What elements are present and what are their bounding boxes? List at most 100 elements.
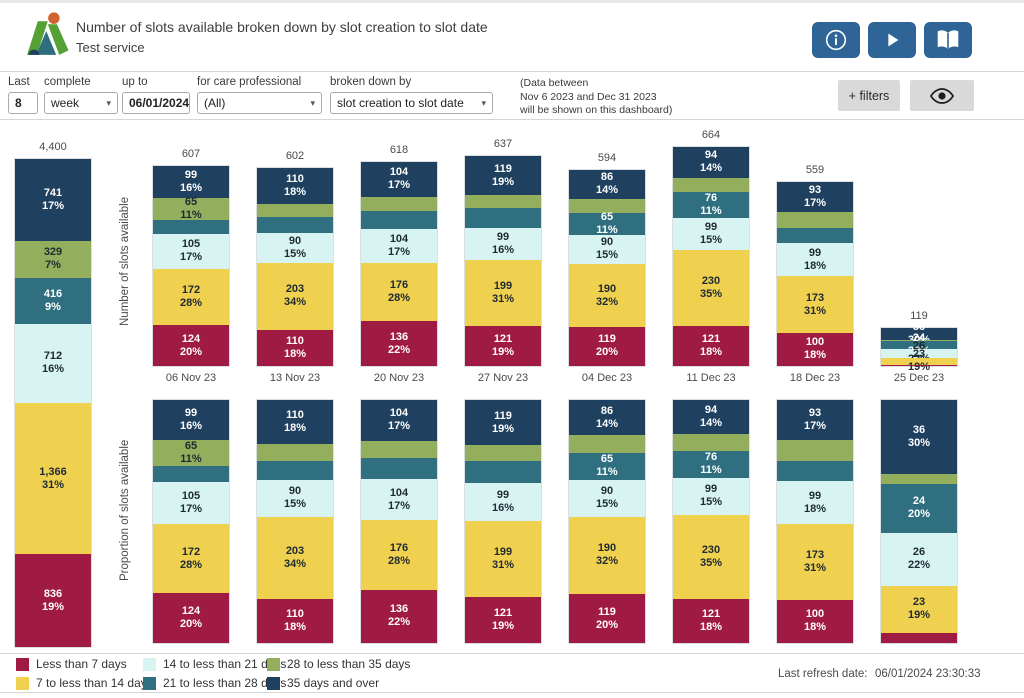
bar-segment-r[interactable]: 100 18% bbox=[777, 333, 853, 366]
bar-segment-t[interactable]: 65 11% bbox=[569, 211, 645, 236]
legend-item-r[interactable]: Less than 7 days bbox=[16, 657, 127, 671]
bar-segment-r[interactable]: 124 20% bbox=[153, 593, 229, 643]
bar-segment-g[interactable] bbox=[881, 340, 957, 342]
last-input[interactable]: 8 bbox=[8, 92, 38, 114]
bar-segment-c[interactable]: 90 15% bbox=[569, 234, 645, 265]
bar-segment-g[interactable] bbox=[361, 440, 437, 459]
bar-segment-g[interactable] bbox=[881, 473, 957, 484]
bar-segment-n[interactable]: 99 16% bbox=[153, 400, 229, 440]
bar-segment-g[interactable] bbox=[777, 212, 853, 228]
bar-segment-t[interactable] bbox=[153, 220, 229, 234]
bar-segment-y[interactable]: 173 31% bbox=[777, 524, 853, 600]
bar-segment-y[interactable]: 172 28% bbox=[153, 268, 229, 326]
bar-segment-g[interactable] bbox=[777, 440, 853, 461]
bar-segment-g[interactable] bbox=[673, 177, 749, 193]
bar-segment-c[interactable]: 104 17% bbox=[361, 479, 437, 521]
bar-segment-r[interactable] bbox=[881, 365, 957, 366]
bar-segment-y[interactable]: 203 34% bbox=[257, 516, 333, 599]
bar-segment-n[interactable]: 94 14% bbox=[673, 146, 749, 178]
bar-segment-r[interactable]: 121 19% bbox=[465, 596, 541, 643]
legend-item-y[interactable]: 7 to less than 14 days bbox=[16, 676, 153, 690]
bar-segment-r[interactable]: 110 18% bbox=[257, 329, 333, 366]
bar-segment-g[interactable] bbox=[257, 203, 333, 217]
bar-segment-n[interactable]: 86 14% bbox=[569, 170, 645, 199]
bar-segment-r[interactable]: 110 18% bbox=[257, 598, 333, 644]
bar-segment-g[interactable]: 65 11% bbox=[153, 196, 229, 221]
bar-segment-y[interactable]: 23 19% bbox=[881, 348, 957, 373]
bar-segment-r[interactable]: 136 22% bbox=[361, 321, 437, 366]
bar-segment-y[interactable]: 199 31% bbox=[465, 520, 541, 597]
bar-segment-c[interactable]: 99 16% bbox=[465, 227, 541, 261]
bar-segment-t[interactable] bbox=[465, 208, 541, 228]
add-filters-button[interactable]: + filters bbox=[838, 80, 900, 111]
bar-segment-y[interactable]: 172 28% bbox=[153, 524, 229, 594]
bar-segment-y[interactable]: 190 32% bbox=[569, 264, 645, 327]
bar-segment-n[interactable]: 119 19% bbox=[465, 155, 541, 196]
bar-segment-r[interactable]: 124 20% bbox=[153, 325, 229, 366]
upto-date-input[interactable]: 06/01/2024 bbox=[122, 92, 190, 114]
bar-segment-n[interactable]: 99 16% bbox=[153, 165, 229, 199]
bar-segment-c[interactable]: 99 18% bbox=[777, 243, 853, 277]
bar-segment-r[interactable]: 119 20% bbox=[569, 594, 645, 643]
bar-segment-n[interactable]: 104 17% bbox=[361, 162, 437, 197]
bar-segment-t[interactable] bbox=[777, 227, 853, 244]
bar-segment-g[interactable] bbox=[673, 434, 749, 451]
bar-segment-c[interactable]: 90 15% bbox=[569, 479, 645, 517]
bar-segment-y[interactable]: 176 28% bbox=[361, 263, 437, 322]
bar-segment-c[interactable]: 90 15% bbox=[257, 233, 333, 263]
bar-segment-y[interactable]: 190 32% bbox=[569, 516, 645, 595]
legend-item-t[interactable]: 21 to less than 28 days bbox=[143, 676, 286, 690]
bar-segment-t[interactable]: 416 9% bbox=[15, 277, 91, 324]
bar-segment-g[interactable]: 329 7% bbox=[15, 241, 91, 278]
bar-segment-y[interactable]: 230 35% bbox=[673, 250, 749, 327]
bar-segment-g[interactable]: 65 11% bbox=[153, 439, 229, 466]
legend-item-g[interactable]: 28 to less than 35 days bbox=[267, 657, 410, 671]
bar-segment-t[interactable] bbox=[153, 465, 229, 483]
bar-segment-n[interactable]: 86 14% bbox=[569, 400, 645, 436]
bar-segment-g[interactable] bbox=[465, 195, 541, 209]
bar-segment-t[interactable]: 76 11% bbox=[673, 192, 749, 218]
bar-segment-c[interactable]: 99 15% bbox=[673, 217, 749, 251]
legend-item-c[interactable]: 14 to less than 21 days bbox=[143, 657, 286, 671]
bar-segment-n[interactable]: 94 14% bbox=[673, 400, 749, 435]
info-button[interactable] bbox=[812, 22, 860, 58]
bar-segment-t[interactable]: 76 11% bbox=[673, 450, 749, 479]
bar-segment-t[interactable] bbox=[465, 460, 541, 484]
bar-segment-n[interactable]: 741 17% bbox=[15, 159, 91, 242]
guide-button[interactable] bbox=[924, 22, 972, 58]
bar-segment-r[interactable] bbox=[881, 632, 957, 643]
complete-select[interactable]: week ▾ bbox=[44, 92, 118, 114]
bar-segment-g[interactable] bbox=[465, 445, 541, 461]
care-professional-select[interactable]: (All) ▾ bbox=[197, 92, 322, 114]
bar-segment-n[interactable]: 93 17% bbox=[777, 181, 853, 213]
bar-segment-n[interactable]: 93 17% bbox=[777, 400, 853, 441]
legend-item-n[interactable]: 35 days and over bbox=[267, 676, 379, 690]
bar-segment-r[interactable]: 121 18% bbox=[673, 326, 749, 366]
bar-segment-r[interactable]: 121 19% bbox=[465, 326, 541, 366]
bar-segment-n[interactable]: 110 18% bbox=[257, 400, 333, 445]
bar-segment-c[interactable]: 99 18% bbox=[777, 481, 853, 525]
bar-segment-g[interactable] bbox=[361, 196, 437, 211]
bar-segment-t[interactable] bbox=[777, 460, 853, 482]
bar-segment-y[interactable]: 173 31% bbox=[777, 276, 853, 334]
bar-segment-c[interactable]: 90 15% bbox=[257, 480, 333, 517]
bar-segment-t[interactable] bbox=[361, 211, 437, 229]
bar-segment-t[interactable] bbox=[257, 460, 333, 481]
preview-eye-button[interactable] bbox=[910, 80, 974, 111]
bar-segment-c[interactable]: 99 15% bbox=[673, 478, 749, 515]
bar-segment-c[interactable]: 105 17% bbox=[153, 233, 229, 269]
bar-segment-r[interactable]: 100 18% bbox=[777, 599, 853, 643]
bar-segment-g[interactable] bbox=[569, 198, 645, 213]
bar-segment-y[interactable]: 23 19% bbox=[881, 585, 957, 633]
bar-segment-n[interactable]: 104 17% bbox=[361, 400, 437, 441]
bar-segment-t[interactable]: 65 11% bbox=[569, 453, 645, 480]
bar-segment-r[interactable]: 121 18% bbox=[673, 598, 749, 643]
bar-segment-c[interactable]: 99 16% bbox=[465, 483, 541, 521]
bar-segment-g[interactable] bbox=[257, 444, 333, 461]
bar-segment-c[interactable]: 105 17% bbox=[153, 482, 229, 525]
bar-segment-r[interactable]: 119 20% bbox=[569, 326, 645, 367]
bar-segment-r[interactable]: 136 22% bbox=[361, 589, 437, 643]
play-button[interactable] bbox=[868, 22, 916, 58]
